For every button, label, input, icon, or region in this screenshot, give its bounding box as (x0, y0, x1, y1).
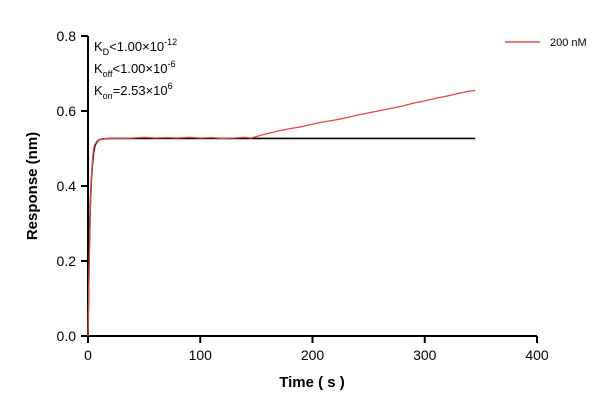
x-tick-label: 100 (189, 347, 213, 363)
x-tick-label: 300 (413, 347, 437, 363)
y-tick-label: 0.0 (57, 328, 77, 344)
x-tick-label: 0 (84, 347, 92, 363)
y-tick-label: 0.4 (57, 178, 77, 194)
y-tick-label: 0.8 (57, 28, 77, 44)
series-layer (87, 89, 476, 337)
legend: 200 nM (505, 37, 587, 49)
kinetic-annotation: Koff<1.00×10-6 (94, 59, 175, 79)
fit-curve-line (87, 137, 476, 337)
y-tick-label: 0.2 (57, 253, 77, 269)
kinetic-annotation: Kon=2.53×106 (94, 81, 173, 101)
legend-label-200nm: 200 nM (550, 37, 587, 49)
y-axis-title: Response (nm) (24, 132, 41, 240)
x-tick-label: 400 (525, 347, 549, 363)
series-line-200nm (87, 89, 476, 337)
x-axis-title: Time ( s ) (279, 374, 345, 391)
kinetic-annotation: KD<1.00×10-12 (94, 37, 177, 57)
x-tick-label: 200 (301, 347, 325, 363)
y-tick-label: 0.6 (57, 103, 77, 119)
axes: 0.0 0.2 0.4 0.6 0.8 0 100 200 300 400 (57, 28, 549, 363)
